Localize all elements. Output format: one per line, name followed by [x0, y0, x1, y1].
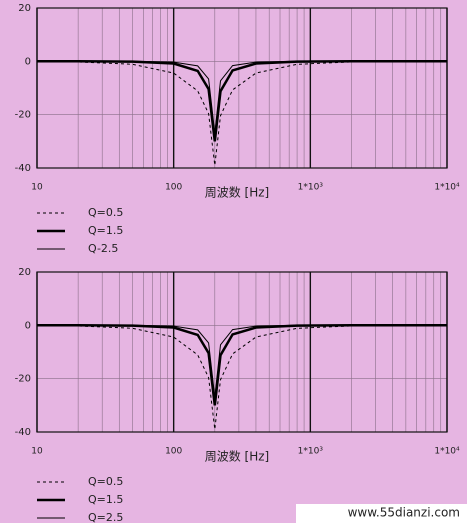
x-axis-label: 周波数 [Hz] [205, 449, 270, 464]
x-tick-label: 1*10⁴ [434, 447, 460, 457]
x-tick-label: 100 [165, 183, 182, 193]
x-tick-label: 100 [165, 447, 182, 457]
watermark: www.55dianzi.com [348, 506, 460, 520]
x-tick-label: 10 [31, 183, 43, 193]
plot-border [36, 7, 448, 169]
x-axis-label: 周波数 [Hz] [205, 185, 270, 200]
legend-label: Q=1.5 [88, 493, 123, 506]
plot-border [36, 271, 448, 433]
x-tick-label: 10 [31, 447, 43, 457]
y-tick-label: 20 [18, 267, 31, 278]
y-tick-label: -20 [15, 374, 31, 385]
legend-label: Q=2.5 [88, 511, 123, 523]
plot-area [37, 272, 447, 432]
y-tick-label: 0 [25, 320, 31, 331]
legend-label: Q=0.5 [88, 475, 123, 488]
y-tick-label: -40 [15, 427, 31, 438]
y-tick-label: -20 [15, 110, 31, 121]
x-tick-label: 1*10⁴ [434, 183, 460, 193]
legend-label: Q=0.5 [88, 206, 123, 219]
y-tick-label: 20 [18, 3, 31, 14]
series-line [37, 324, 447, 398]
legend-label: Q=1.5 [88, 224, 123, 237]
y-tick-label: 0 [25, 56, 31, 67]
legend-label: Q-2.5 [88, 242, 118, 255]
plot-area [37, 8, 447, 168]
watermark-box [296, 504, 467, 523]
y-tick-label: -40 [15, 163, 31, 174]
x-tick-label: 1*10³ [298, 183, 324, 193]
series-line [37, 60, 447, 134]
x-tick-label: 1*10³ [298, 447, 324, 457]
